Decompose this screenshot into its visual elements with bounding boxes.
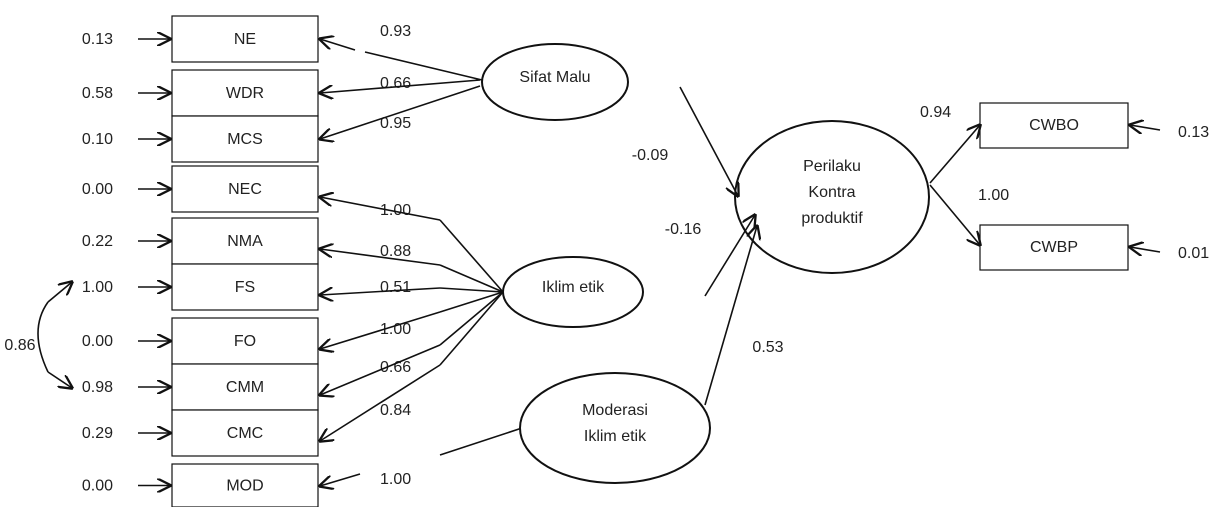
latent-label: Moderasi: [582, 402, 648, 419]
loading-arrow: [320, 79, 481, 93]
loading-arrow: [320, 39, 356, 51]
structural-path: [704, 226, 757, 406]
indicator-box: [171, 217, 319, 265]
loading-arrow: [320, 288, 441, 295]
indicator-label: NMA: [227, 233, 263, 250]
latent-label: Perilaku: [803, 158, 861, 175]
error-label: 0.29: [82, 425, 113, 442]
latent-label: Sifat Malu: [519, 69, 590, 86]
covariance-arrow: [47, 282, 72, 303]
indicator-label: CMC: [227, 425, 263, 442]
loading-label: 0.84: [380, 402, 411, 419]
indicator-label: FO: [234, 333, 256, 350]
loading-label: 0.51: [380, 279, 411, 296]
indicator-label: FS: [235, 279, 255, 296]
loading-label: 0.66: [380, 359, 411, 376]
loading-label: 0.88: [380, 243, 411, 260]
loading-arrow: [929, 184, 980, 245]
loading-label: 1.00: [978, 187, 1009, 204]
loading-arrow: [320, 364, 441, 441]
error-label: 0.98: [82, 379, 113, 396]
outcome-box: [979, 102, 1129, 149]
path-label: -0.09: [632, 147, 669, 164]
outcome-box: [979, 224, 1129, 271]
latent-label: Iklim etik: [584, 428, 647, 445]
latent-label: Iklim etik: [542, 279, 605, 296]
loading-label: 1.00: [380, 321, 411, 338]
loading-line: [439, 291, 504, 346]
covariance-label: 0.86: [4, 337, 35, 354]
loading-label: 0.95: [380, 115, 411, 132]
latent-ellipse: [502, 256, 644, 328]
outcome-label: CWBP: [1030, 239, 1078, 256]
error-label: 0.01: [1178, 245, 1209, 262]
loading-line: [439, 291, 504, 366]
loading-arrow: [929, 125, 980, 184]
error-label: 0.22: [82, 233, 113, 250]
error-label: 0.58: [82, 85, 113, 102]
path-label: 0.53: [752, 339, 783, 356]
loading-line: [439, 291, 504, 313]
indicator-label: WDR: [226, 85, 264, 102]
error-label: 0.00: [82, 333, 113, 350]
loading-label: 0.94: [920, 104, 951, 121]
error-arrow: [1130, 125, 1161, 130]
loading-arrow: [320, 344, 441, 395]
loading-arrow: [320, 85, 481, 139]
indicator-label: MCS: [227, 131, 263, 148]
indicator-box: [171, 115, 319, 163]
structural-path: [704, 215, 755, 297]
error-label: 0.00: [82, 478, 113, 495]
loading-arrow: [320, 311, 441, 349]
loading-arrow: [320, 473, 361, 486]
loading-label: 1.00: [380, 471, 411, 488]
loading-arrow: [320, 197, 441, 221]
loading-line: [439, 219, 504, 293]
indicator-box: [171, 263, 319, 311]
path-label: -0.16: [665, 221, 702, 238]
loading-arrow: [320, 249, 441, 266]
indicator-box: [171, 69, 319, 117]
structural-path: [679, 86, 738, 196]
loading-line: [439, 264, 504, 293]
error-label: 0.13: [1178, 124, 1209, 141]
loading-label: 0.66: [380, 75, 411, 92]
loading-line: [364, 51, 483, 81]
indicator-label: NEC: [228, 181, 262, 198]
error-label: 1.00: [82, 279, 113, 296]
error-label: 0.13: [82, 31, 113, 48]
error-label: 0.00: [82, 181, 113, 198]
indicator-label: CMM: [226, 379, 264, 396]
latent-label: produktif: [801, 210, 863, 227]
indicator-box: [171, 15, 319, 63]
latent-label: Kontra: [808, 184, 855, 201]
latent-ellipse: [481, 43, 629, 121]
latent-ellipse: [519, 372, 711, 484]
loading-label: 0.93: [380, 23, 411, 40]
error-label: 0.10: [82, 131, 113, 148]
covariance-curve: [37, 301, 49, 373]
indicator-box: [171, 317, 319, 365]
indicator-box: [171, 165, 319, 213]
indicator-box: [171, 409, 319, 457]
error-arrow: [1130, 247, 1161, 252]
indicator-box: [171, 363, 319, 411]
indicator-label: MOD: [226, 478, 263, 495]
outcome-label: CWBO: [1029, 117, 1079, 134]
covariance-arrow: [47, 371, 72, 388]
loading-line: [439, 427, 523, 456]
loading-line: [439, 287, 504, 293]
indicator-label: NE: [234, 31, 256, 48]
